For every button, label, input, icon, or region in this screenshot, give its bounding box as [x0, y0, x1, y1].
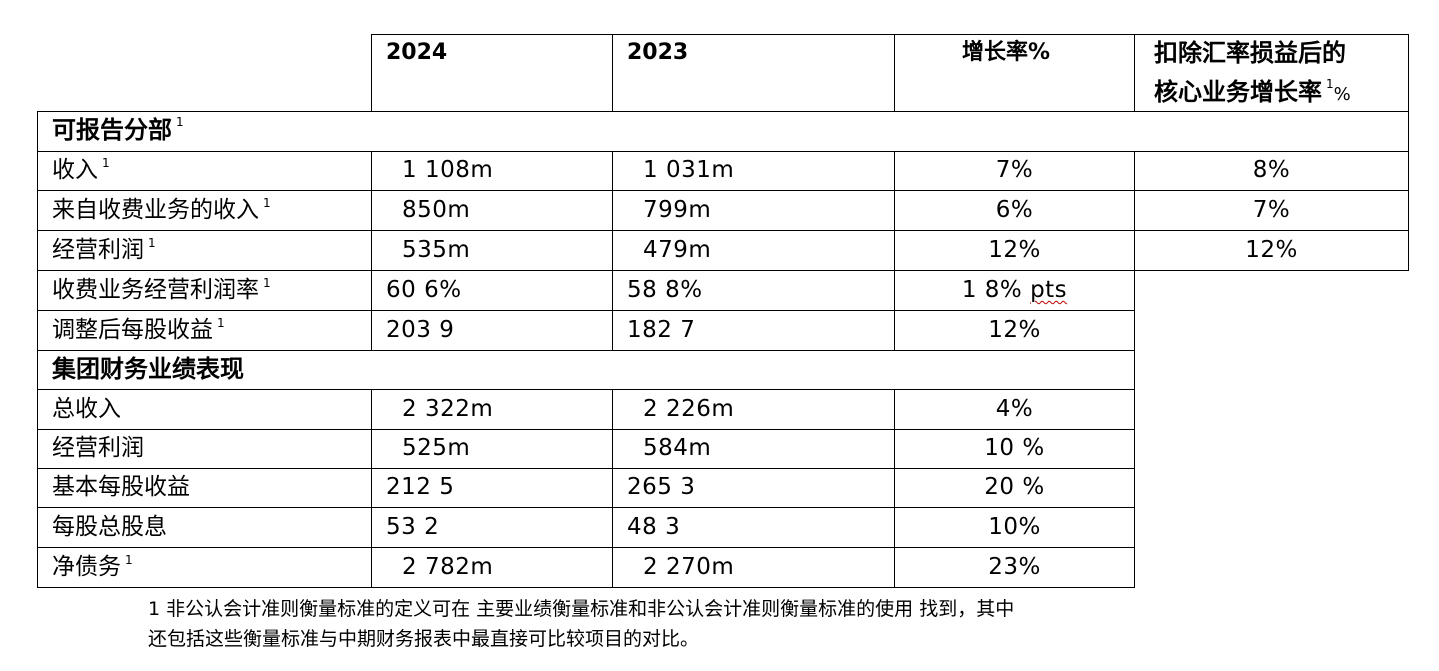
value-2023: 265 3 [627, 474, 696, 500]
value-growth: 10% [988, 514, 1041, 540]
header-core-growth-line2: 核心业务增长率 1% [1154, 77, 1351, 106]
value-2024: 525m [402, 435, 471, 461]
value-2024: 535m [402, 237, 471, 263]
header-growth: 增长率% [962, 40, 1051, 65]
value-2023: 479m [643, 237, 712, 263]
value-2023: 182 7 [627, 317, 696, 343]
value-2024: 1 108m [402, 157, 494, 183]
section-row-reportable-segments [37, 111, 1409, 152]
row-label: 经营利润 [52, 435, 144, 461]
row-label: 总收入 [52, 396, 121, 422]
value-2024: 2 782m [402, 554, 494, 580]
header-2023: 2023 [627, 40, 689, 65]
table-cell [1134, 230, 1409, 271]
pts-unit: pts [1030, 277, 1068, 303]
value-2023: 799m [643, 197, 712, 223]
value-core-growth: 7% [1252, 197, 1291, 223]
value-2023: 2 270m [643, 554, 735, 580]
value-2024: 53 2 [386, 514, 440, 540]
value-growth: 4% [995, 396, 1034, 422]
value-growth: 1 8% pts [961, 277, 1068, 303]
header-2024: 2024 [386, 40, 448, 65]
table-cell [894, 547, 1135, 588]
row-label: 净债务 1 [52, 553, 133, 580]
section-title-group-performance: 集团财务业绩表现 [52, 355, 244, 383]
row-label: 收入 1 [52, 156, 110, 183]
row-label: 来自收费业务的收入 1 [52, 196, 271, 223]
value-2023: 2 226m [643, 396, 735, 422]
value-2023: 584m [643, 435, 712, 461]
value-growth: 12% [988, 317, 1041, 343]
value-growth: 23% [988, 554, 1041, 580]
row-label: 收费业务经营利润率 1 [52, 276, 271, 303]
value-2024: 60 6% [386, 277, 462, 303]
value-2024: 850m [402, 197, 471, 223]
value-growth: 10 % [984, 435, 1045, 461]
value-growth: 12% [988, 237, 1041, 263]
value-growth: 20 % [984, 474, 1045, 500]
value-2024: 212 5 [386, 474, 455, 500]
row-label: 经营利润 1 [52, 236, 156, 263]
row-label: 调整后每股收益 1 [52, 316, 225, 343]
value-core-growth: 12% [1245, 237, 1298, 263]
value-core-growth: 8% [1252, 157, 1291, 183]
value-2024: 2 322m [402, 396, 494, 422]
value-2023: 58 8% [627, 277, 703, 303]
value-growth: 7% [995, 157, 1034, 183]
value-2023: 48 3 [627, 514, 681, 540]
value-growth: 6% [995, 197, 1034, 223]
section-title-reportable-segments: 可报告分部 1 [52, 115, 184, 144]
footnote-line-2: 还包括这些衡量标准与中期财务报表中最直接可比较项目的对比。 [148, 628, 700, 650]
row-label: 每股总股息 [52, 514, 167, 540]
value-2023: 1 031m [643, 157, 735, 183]
row-label: 基本每股收益 [52, 474, 190, 500]
value-2024: 203 9 [386, 317, 455, 343]
footnote-line-1: 1 非公认会计准则衡量标准的定义可在 主要业绩衡量标准和非公认会计准则衡量标准的… [148, 598, 1015, 620]
header-core-growth-line1: 扣除汇率损益后的 [1154, 39, 1346, 67]
